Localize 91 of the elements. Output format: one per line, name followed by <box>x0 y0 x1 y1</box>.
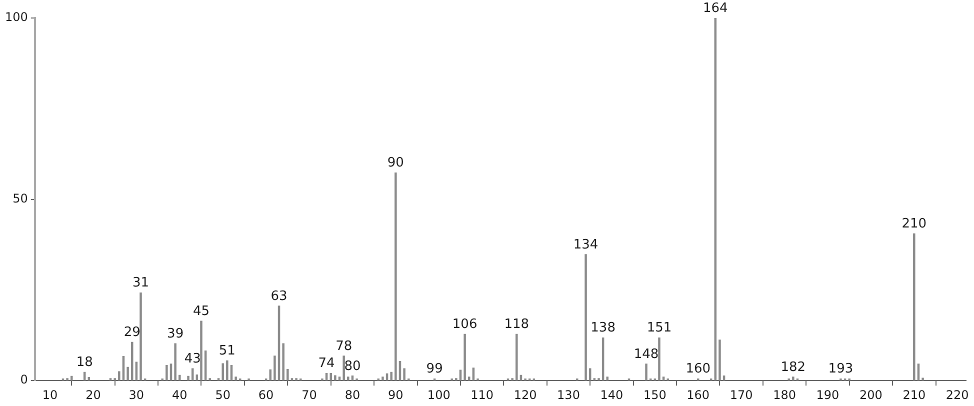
annotation: 74 <box>318 356 335 372</box>
x-tick-label: 50 <box>215 388 230 402</box>
bar <box>645 364 648 380</box>
x-tick-label: 100 <box>427 388 450 402</box>
x-tick-label: 170 <box>730 388 753 402</box>
annotation: 29 <box>124 325 140 340</box>
bar <box>174 343 176 380</box>
bar <box>269 369 272 380</box>
x-tick-label: 80 <box>344 388 360 402</box>
x-tick-label: 120 <box>514 388 537 402</box>
bar <box>658 337 660 380</box>
x-tick-label: 160 <box>686 388 710 402</box>
bar <box>140 292 142 380</box>
annotation: 138 <box>590 320 616 336</box>
bar <box>662 376 665 380</box>
annotation: 160 <box>686 362 711 377</box>
annotation: 63 <box>270 288 288 304</box>
x-tick-label: 130 <box>557 388 580 402</box>
annotation: 90 <box>387 156 404 171</box>
bar <box>718 340 721 380</box>
bar <box>187 376 190 380</box>
bar <box>913 233 916 380</box>
annotation: 182 <box>780 360 806 375</box>
annotation: 106 <box>452 317 478 332</box>
bar <box>722 376 726 380</box>
bar <box>226 360 228 380</box>
annotation: 78 <box>336 338 352 354</box>
bar <box>325 373 328 380</box>
annotation: 45 <box>192 304 210 320</box>
annotation: 164 <box>702 0 728 16</box>
bar <box>126 366 129 380</box>
annotation: 210 <box>902 216 927 232</box>
bar <box>338 376 341 380</box>
annotation: 193 <box>828 362 854 377</box>
bar <box>394 172 397 380</box>
bar <box>382 376 384 380</box>
bar <box>516 334 518 380</box>
bar <box>334 375 336 380</box>
x-tick-label: 210 <box>902 388 926 402</box>
bar <box>792 376 794 380</box>
x-tick-label: 60 <box>258 388 274 402</box>
annotation: 99 <box>426 362 443 377</box>
x-tick-label: 70 <box>302 388 317 402</box>
annotation: 31 <box>132 276 150 291</box>
bar <box>468 376 470 380</box>
bar <box>70 376 73 380</box>
annotation: 51 <box>218 344 236 359</box>
x-tick-label: 220 <box>946 388 969 402</box>
bar <box>178 374 181 380</box>
x-tick-label: 180 <box>773 388 796 402</box>
annotation: 118 <box>504 317 530 332</box>
x-tick-label: 30 <box>128 388 144 402</box>
bar <box>88 377 90 380</box>
bar <box>351 376 354 380</box>
annotation: 43 <box>184 352 201 367</box>
bar <box>274 356 276 380</box>
x-tick-label: 190 <box>816 388 840 402</box>
y-tick-label: 100 <box>5 10 28 24</box>
x-tick-label: 40 <box>172 388 188 402</box>
annotation: 80 <box>344 358 361 374</box>
bar <box>390 372 392 380</box>
bar <box>282 343 284 380</box>
x-tick-label: 200 <box>859 388 882 402</box>
annotation: 39 <box>167 326 184 342</box>
y-tick-label: 50 <box>12 191 28 206</box>
annotation: 134 <box>573 237 598 252</box>
bar <box>464 334 466 380</box>
bar <box>584 254 587 380</box>
x-tick-label: 20 <box>86 388 101 402</box>
bar <box>286 369 289 380</box>
bar <box>342 356 345 380</box>
annotation: 151 <box>646 320 672 336</box>
bar <box>234 376 237 380</box>
bar <box>403 368 406 380</box>
y-tick-label: 0 <box>20 372 28 387</box>
bar <box>922 378 924 380</box>
annotation: 18 <box>76 355 93 370</box>
bar <box>606 376 609 380</box>
x-tick-label: 150 <box>643 388 666 402</box>
bar <box>222 363 224 380</box>
annotation: 148 <box>634 346 659 362</box>
bar <box>330 373 332 380</box>
bar <box>347 376 350 380</box>
bar <box>118 371 120 380</box>
bar <box>472 368 475 380</box>
x-tick-label: 90 <box>388 388 404 402</box>
bar <box>200 320 202 380</box>
x-tick-label: 140 <box>600 388 624 402</box>
x-tick-label: 110 <box>470 388 494 402</box>
x-tick-label: 10 <box>42 388 58 402</box>
bar <box>166 365 168 380</box>
